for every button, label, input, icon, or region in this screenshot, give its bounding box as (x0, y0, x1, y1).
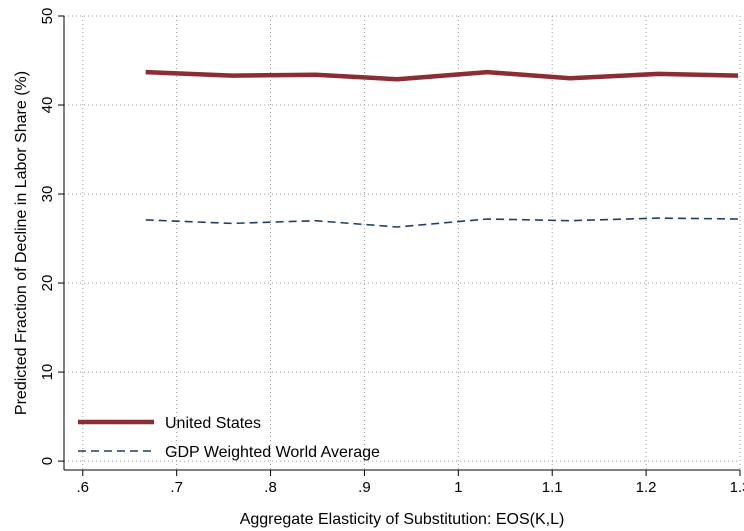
x-tick-label: 1.3 (730, 479, 744, 496)
series-lines (145, 69, 739, 228)
y-tick-label: 50 (39, 8, 56, 25)
ticks: .6 .7 .8 .9 1 1.1 1.2 1.3 0 10 20 30 40 50 (39, 8, 744, 496)
series-line-world-average (145, 217, 739, 228)
x-tick-label: 1.2 (636, 479, 657, 496)
x-axis-title: Aggregate Elasticity of Substitution: EO… (240, 511, 565, 528)
y-tick-label: 40 (39, 97, 56, 114)
series-line-united-states (145, 69, 739, 82)
x-tick-label: .7 (170, 479, 183, 496)
y-tick-label: 0 (39, 457, 56, 465)
x-tick-label: 1 (454, 479, 462, 496)
x-tick-label: 1.1 (542, 479, 563, 496)
gridlines (64, 15, 741, 470)
y-tick-label: 30 (39, 186, 56, 203)
legend-label: GDP Weighted World Average (165, 444, 380, 461)
y-axis-title: Predicted Fraction of Decline in Labor S… (13, 71, 30, 415)
y-tick-label: 20 (39, 275, 56, 292)
legend-label: United States (165, 415, 261, 432)
y-tick-label: 10 (39, 364, 56, 381)
x-tick-label: .6 (77, 479, 90, 496)
legend: United States GDP Weighted World Average (78, 415, 380, 461)
x-tick-label: .8 (264, 479, 277, 496)
x-tick-label: .9 (358, 479, 371, 496)
